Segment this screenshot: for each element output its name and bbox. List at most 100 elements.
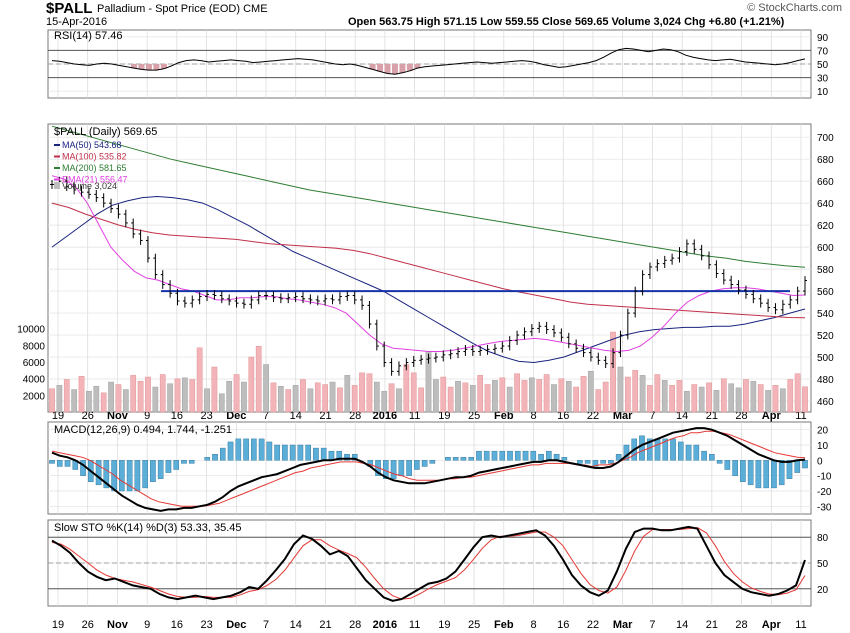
description-text: Palladium - Spot Price (EOD) xyxy=(97,3,241,15)
price-bar xyxy=(736,280,741,295)
volume-bar xyxy=(108,381,114,413)
legend-entry: MA(200) 581.65 xyxy=(62,163,127,173)
volume-bar xyxy=(226,380,233,413)
price-bar xyxy=(241,298,246,309)
x-tick-label: 9 xyxy=(144,619,150,631)
macd-histogram-bar xyxy=(289,444,296,461)
price-bar xyxy=(345,291,350,301)
volume-bar xyxy=(122,389,129,413)
macd-histogram-bar xyxy=(80,460,86,476)
price-bar xyxy=(751,289,756,304)
macd-histogram-bar xyxy=(701,450,707,461)
price-bar xyxy=(707,251,712,270)
macd-histogram-bar xyxy=(522,450,529,461)
sto-y-tick: 50 xyxy=(817,559,829,570)
price-bar xyxy=(271,291,276,303)
price-bar xyxy=(50,180,54,189)
moving-average-line xyxy=(51,175,806,353)
rsi-fill xyxy=(414,64,421,69)
price-bar xyxy=(264,291,269,300)
macd-histogram-bar xyxy=(103,460,110,489)
macd-histogram-bar xyxy=(305,444,311,461)
x-tick-label: 26 xyxy=(82,410,94,422)
x-tick-label: 14 xyxy=(290,410,302,422)
macd-histogram-bar xyxy=(421,460,428,467)
x-tick-label: 14 xyxy=(676,410,688,422)
x-tick-label: 23 xyxy=(200,619,212,631)
volume-bar xyxy=(661,380,668,413)
price-bar xyxy=(109,198,114,214)
macd-histogram-bar xyxy=(716,460,723,464)
x-tick-label: 11 xyxy=(409,410,420,422)
price-bar xyxy=(315,295,320,306)
volume-bar xyxy=(514,373,520,413)
rsi-y-tick: 10 xyxy=(817,87,829,98)
price-bar xyxy=(574,339,579,353)
rsi-fill xyxy=(369,64,376,70)
x-tick-label: 11 xyxy=(409,619,420,631)
macd-histogram-bar xyxy=(693,444,700,461)
rsi-fill xyxy=(399,64,406,73)
x-tick-label: Dec xyxy=(226,619,246,631)
price-bar xyxy=(219,291,224,304)
volume-bar xyxy=(713,390,720,413)
macd-histogram-bar xyxy=(219,447,226,461)
price-bar xyxy=(699,244,704,261)
price-bar xyxy=(160,270,165,289)
x-tick-label: 14 xyxy=(290,619,302,631)
x-tick-label: 14 xyxy=(676,619,688,631)
macd-y-tick: -20 xyxy=(817,487,832,498)
price-bar xyxy=(611,348,616,369)
volume-bar xyxy=(477,375,484,413)
volume-bar xyxy=(595,389,602,413)
price-bar xyxy=(168,280,173,298)
volume-bar xyxy=(167,383,173,413)
volume-bar xyxy=(344,375,351,413)
macd-y-tick: -10 xyxy=(817,472,832,483)
volume-bar xyxy=(182,377,188,413)
volume-bar xyxy=(130,375,137,413)
exchange-text: CME xyxy=(243,3,268,15)
macd-histogram-bar xyxy=(49,460,55,464)
price-bar xyxy=(692,239,697,254)
price-bar xyxy=(743,285,748,299)
price-bar xyxy=(662,255,667,268)
volume-bar xyxy=(314,382,321,413)
volume-bar xyxy=(285,389,292,413)
price-bar xyxy=(426,353,431,364)
x-tick-label: 16 xyxy=(171,410,183,422)
volume-bar xyxy=(211,366,218,413)
x-tick-label: Nov xyxy=(107,619,129,631)
macd-histogram-bar xyxy=(134,460,141,492)
stockcharts-credit[interactable]: © StockCharts.com xyxy=(747,2,842,14)
macd-histogram-bar xyxy=(468,457,474,461)
volume-bar xyxy=(698,386,705,413)
price-bar xyxy=(256,291,261,305)
rsi-y-tick: 70 xyxy=(817,46,829,57)
x-tick-label: 23 xyxy=(200,410,212,422)
rsi-y-tick: 50 xyxy=(817,60,829,71)
x-tick-label: 16 xyxy=(171,619,183,631)
x-tick-label: 19 xyxy=(52,619,64,631)
macd-histogram-bar xyxy=(351,454,358,461)
volume-bar xyxy=(278,385,284,413)
volume-bar xyxy=(588,370,594,413)
macd-histogram-bar xyxy=(476,450,482,461)
macd-histogram-bar xyxy=(390,460,397,479)
x-tick-label: 2016 xyxy=(373,619,397,631)
price-y-tick: 700 xyxy=(817,133,834,144)
macd-histogram-bar xyxy=(181,460,187,464)
price-bar xyxy=(138,229,143,245)
volume-y-tick: 4000 xyxy=(23,375,46,386)
macd-histogram-bar xyxy=(126,460,133,492)
price-bar xyxy=(190,295,195,308)
macd-y-tick: -30 xyxy=(817,502,832,513)
volume-bar xyxy=(669,385,675,413)
macd-histogram-bar xyxy=(429,460,436,464)
x-tick-label: Apr xyxy=(762,619,782,631)
price-bar xyxy=(559,328,564,342)
price-bar xyxy=(529,324,534,337)
price-bar xyxy=(684,239,689,256)
volume-bar xyxy=(610,331,616,413)
volume-bar xyxy=(410,372,417,413)
